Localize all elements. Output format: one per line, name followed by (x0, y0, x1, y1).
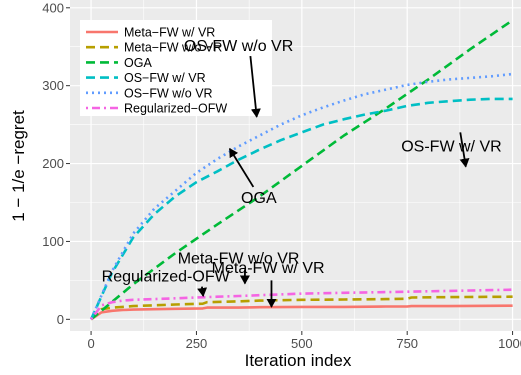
legend-label: Meta−FW w/ VR (124, 26, 215, 40)
annotation-label: OS-FW w/ VR (401, 138, 501, 155)
y-tick-label: 200 (42, 156, 64, 171)
y-tick-label: 0 (57, 312, 64, 327)
x-tick-label: 500 (291, 336, 313, 351)
legend-label: Meta−FW w/o VR (124, 41, 222, 55)
x-axis-title: Iteration index (245, 351, 352, 370)
annotations: OS-FW w/o VR OS-FW w/ VR OGA Meta-FW w/o VR… (102, 38, 502, 308)
y-tick-label: 300 (42, 78, 64, 93)
legend-label: Regularized−OFW (124, 102, 227, 116)
x-tick-label: 0 (87, 336, 94, 351)
series-line (90, 19, 514, 321)
y-tick-label: 100 (42, 234, 64, 249)
series-layer (89, 19, 514, 321)
x-tick-label: 250 (186, 336, 208, 351)
legend-label: OGA (124, 56, 152, 70)
series-line (90, 304, 513, 321)
annotation-label: Meta-FW w/o VR (178, 251, 300, 268)
x-tick-label: 750 (396, 336, 418, 351)
series-line (90, 295, 513, 321)
annotation-label: OGA (241, 190, 277, 207)
legend-background (80, 20, 272, 116)
annotation-label: Regularized-OFW (102, 268, 231, 285)
y-axis-title: 1 − 1/e −regret (9, 110, 28, 222)
series-line (89, 97, 513, 320)
annotation-label: Meta-FW w/ VR (212, 260, 325, 277)
annotation-arrow (228, 147, 255, 188)
annotation-label: OS-FW w/o VR (184, 38, 293, 55)
legend-label: OS−FW w/ VR (124, 71, 206, 85)
annotation-arrow (197, 286, 208, 297)
annotation-arrow (459, 132, 470, 168)
annotation-arrow (249, 55, 261, 118)
series-line (90, 288, 513, 321)
legend-label: OS−FW w/o VR (124, 86, 213, 100)
y-tick-label: 400 (42, 0, 64, 15)
